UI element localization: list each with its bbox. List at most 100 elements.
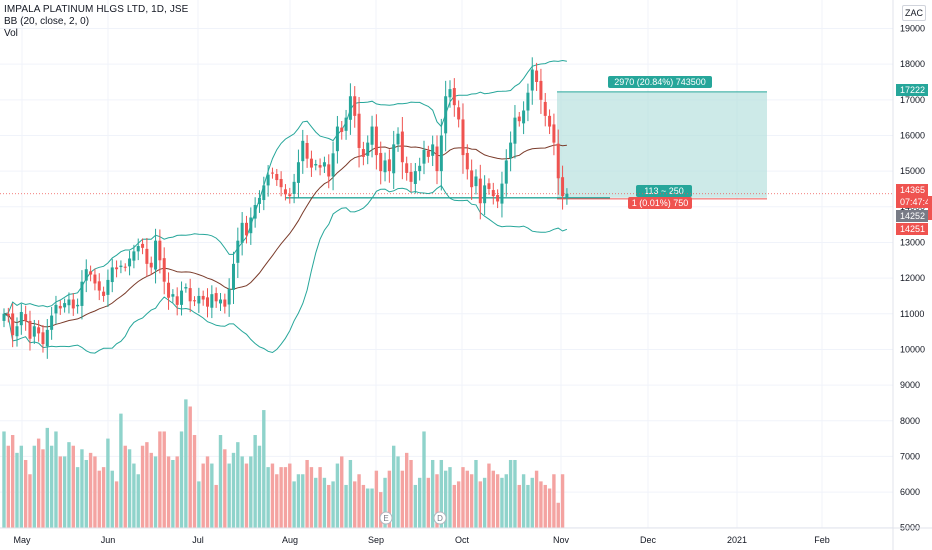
volume-bar — [396, 456, 400, 528]
volume-bar — [322, 477, 327, 528]
candle-body — [483, 185, 487, 204]
candle-body — [366, 142, 370, 156]
volume-bar — [430, 459, 435, 528]
price-tick-label: 19000 — [900, 24, 925, 34]
volume-bar — [175, 456, 179, 528]
candle-body — [526, 92, 530, 111]
candle-body — [348, 96, 352, 120]
candle-body — [344, 117, 348, 131]
candle-body — [266, 174, 270, 186]
candle-body — [478, 178, 482, 204]
volume-bar — [335, 463, 340, 528]
candle-body — [500, 183, 504, 204]
volume-bar — [279, 467, 283, 528]
candle-body — [257, 197, 261, 204]
volume-bar — [93, 456, 97, 528]
volume-bar — [526, 484, 530, 528]
candle-body — [89, 271, 93, 275]
entry-price-tag-bg — [896, 210, 928, 222]
candle-body — [340, 127, 344, 132]
volume-bar — [400, 470, 405, 528]
price-axis[interactable]: 1900018000170001600015000140001300012000… — [892, 0, 925, 550]
candle-body — [167, 282, 171, 298]
volume-bar — [404, 452, 409, 528]
volume-bar — [75, 467, 80, 528]
currency-badge[interactable]: ZAC — [902, 5, 926, 21]
volume-bar — [348, 459, 353, 528]
candle-body — [158, 240, 162, 261]
volume-bar — [205, 456, 210, 528]
volume-bar — [482, 477, 487, 528]
volume-bar — [283, 467, 288, 528]
candle-body — [206, 297, 210, 307]
volume-bar — [153, 456, 158, 528]
volume-bar — [270, 463, 275, 528]
time-axis[interactable]: May Jun Jul Aug Sep Oct Nov Dec 2021 Feb — [0, 527, 932, 545]
long-position-tool[interactable]: 2970 (20.84%) 743500 113 ~ 250 1 (0.01%) 7… — [0, 76, 893, 209]
candle-body — [115, 267, 119, 270]
volume-bar — [132, 463, 136, 528]
volume-bar — [560, 474, 565, 528]
candle-body — [231, 263, 235, 290]
time-tick-label: Dec — [640, 535, 657, 545]
candle-body — [236, 240, 240, 263]
stop-price-tag-bg — [896, 223, 928, 235]
volume-bar — [262, 410, 266, 528]
volume-bar — [370, 488, 374, 528]
candle-body — [154, 240, 158, 270]
candle-body — [318, 165, 322, 168]
volume-bar — [357, 474, 361, 528]
candle-body — [102, 291, 106, 296]
candle-body — [522, 110, 526, 124]
candle-body — [374, 126, 378, 156]
volume-bar — [201, 463, 205, 528]
volume-bar — [301, 474, 305, 528]
entry-label: 113 ~ 250 — [644, 186, 684, 196]
candle-body — [448, 89, 452, 98]
candle-body — [119, 265, 123, 268]
candle-body — [2, 313, 6, 321]
candle-body — [149, 262, 153, 268]
candle-body — [470, 170, 474, 188]
event-marker — [433, 511, 447, 525]
volume-bar — [374, 470, 379, 528]
volume-bar — [296, 474, 301, 528]
price-tick-label: 16000 — [900, 130, 925, 140]
volume-bar — [292, 481, 296, 528]
volume-bar — [218, 435, 223, 528]
symbol-title[interactable]: IMPALA PLATINUM HLGS LTD, 1D, JSE — [4, 4, 189, 15]
candle-body — [487, 183, 491, 189]
price-tick-label: 8000 — [900, 416, 920, 426]
volume-bar — [179, 431, 184, 528]
candle-body — [335, 126, 339, 152]
candle-body — [141, 243, 145, 248]
bb-indicator-label[interactable]: BB (20, close, 2, 0) — [4, 16, 90, 27]
volume-bar — [249, 456, 253, 528]
candle-body — [543, 101, 547, 116]
price-tick-label: 17000 — [900, 95, 925, 105]
candle-body — [106, 279, 110, 295]
price-labels: 17222 14365 07:47:48 14252 14251 — [896, 84, 932, 235]
volume-bar — [331, 481, 335, 528]
volume-bar — [340, 456, 344, 528]
price-tick-label: 15000 — [900, 166, 925, 176]
volume-bar — [223, 449, 227, 528]
volume-bar — [487, 463, 491, 528]
candle-body — [309, 158, 313, 168]
volume-indicator-label[interactable]: Vol — [4, 28, 18, 39]
volume-bar — [145, 442, 149, 528]
volume-bar — [101, 467, 106, 528]
candle-body — [465, 152, 469, 170]
volume-bar — [158, 431, 162, 528]
candle-body — [552, 124, 556, 143]
time-tick-label: Feb — [814, 535, 830, 545]
volume-bar — [448, 467, 452, 528]
candle-body — [322, 162, 326, 167]
chart-legend: IMPALA PLATINUM HLGS LTD, 1D, JSE BB (20… — [4, 4, 188, 40]
volume-bar — [543, 484, 547, 528]
volume-bar — [456, 481, 461, 528]
volume-bar — [521, 474, 526, 528]
volume-bar — [530, 477, 534, 528]
